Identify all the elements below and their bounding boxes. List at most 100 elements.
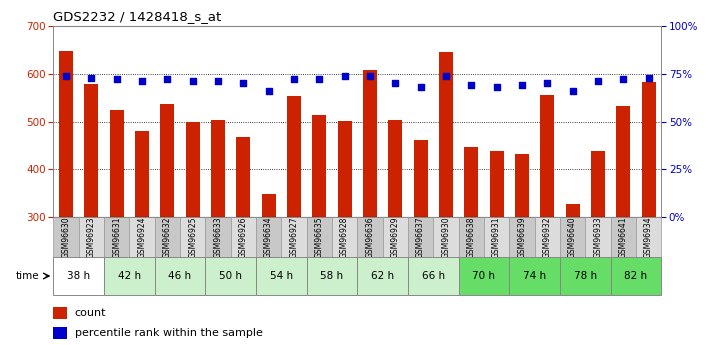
- Bar: [566, 204, 579, 217]
- Text: GSM96633: GSM96633: [213, 216, 223, 258]
- Bar: [459, 217, 484, 257]
- Bar: [85, 84, 98, 217]
- Text: GSM96637: GSM96637: [416, 216, 425, 258]
- Bar: [616, 106, 630, 217]
- Text: 58 h: 58 h: [321, 271, 343, 281]
- Bar: [535, 217, 560, 257]
- Bar: [205, 217, 230, 257]
- Point: [592, 79, 604, 84]
- Point: [364, 73, 375, 78]
- Text: 82 h: 82 h: [624, 271, 648, 281]
- Text: GSM96930: GSM96930: [442, 216, 451, 258]
- Text: GSM96932: GSM96932: [542, 216, 552, 258]
- Bar: [161, 105, 174, 217]
- Bar: [135, 131, 149, 217]
- Text: GSM96924: GSM96924: [137, 216, 146, 258]
- Bar: [408, 257, 459, 295]
- Text: 46 h: 46 h: [169, 271, 191, 281]
- Bar: [109, 110, 124, 217]
- Bar: [186, 122, 200, 217]
- Point: [415, 85, 427, 90]
- Bar: [591, 151, 605, 217]
- Bar: [53, 307, 67, 319]
- Text: GSM96641: GSM96641: [619, 216, 628, 258]
- Point: [111, 77, 122, 82]
- Bar: [205, 257, 256, 295]
- Point: [339, 73, 351, 78]
- Bar: [236, 137, 250, 217]
- Point: [60, 73, 72, 78]
- Point: [213, 79, 224, 84]
- Text: 50 h: 50 h: [219, 271, 242, 281]
- Bar: [230, 217, 256, 257]
- Point: [516, 82, 528, 88]
- Text: 62 h: 62 h: [371, 271, 394, 281]
- Bar: [515, 154, 529, 217]
- Point: [618, 77, 629, 82]
- Bar: [383, 217, 408, 257]
- Text: count: count: [75, 308, 106, 318]
- Bar: [611, 257, 661, 295]
- Bar: [256, 257, 306, 295]
- Point: [161, 77, 173, 82]
- Text: 42 h: 42 h: [118, 271, 141, 281]
- Text: 70 h: 70 h: [472, 271, 496, 281]
- Text: GSM96931: GSM96931: [492, 216, 501, 258]
- Bar: [59, 51, 73, 217]
- Point: [288, 77, 299, 82]
- Text: GSM96925: GSM96925: [188, 216, 197, 258]
- Bar: [439, 52, 453, 217]
- Point: [643, 75, 654, 80]
- Bar: [282, 217, 306, 257]
- Bar: [256, 217, 282, 257]
- Bar: [312, 115, 326, 217]
- Text: 74 h: 74 h: [523, 271, 546, 281]
- Point: [85, 75, 97, 80]
- Bar: [484, 217, 509, 257]
- Point: [314, 77, 325, 82]
- Text: GSM96639: GSM96639: [518, 216, 526, 258]
- Bar: [388, 120, 402, 217]
- Bar: [129, 217, 154, 257]
- Text: GSM96927: GSM96927: [289, 216, 299, 258]
- Bar: [154, 217, 180, 257]
- Text: GSM96926: GSM96926: [239, 216, 248, 258]
- Point: [390, 80, 401, 86]
- Bar: [104, 257, 154, 295]
- Text: GSM96632: GSM96632: [163, 216, 172, 258]
- Bar: [357, 257, 408, 295]
- Text: GSM96636: GSM96636: [365, 216, 375, 258]
- Text: GSM96929: GSM96929: [391, 216, 400, 258]
- Bar: [433, 217, 459, 257]
- Text: GSM96928: GSM96928: [340, 217, 349, 258]
- Bar: [464, 147, 479, 217]
- Text: 38 h: 38 h: [67, 271, 90, 281]
- Bar: [408, 217, 433, 257]
- Bar: [560, 257, 611, 295]
- Bar: [154, 257, 205, 295]
- Bar: [414, 140, 427, 217]
- Bar: [490, 151, 503, 217]
- Text: GSM96630: GSM96630: [61, 216, 70, 258]
- Bar: [357, 217, 383, 257]
- Text: 78 h: 78 h: [574, 271, 597, 281]
- Bar: [338, 121, 351, 217]
- Point: [466, 82, 477, 88]
- Bar: [262, 194, 276, 217]
- Text: GSM96923: GSM96923: [87, 216, 96, 258]
- Bar: [306, 257, 357, 295]
- Text: GSM96934: GSM96934: [644, 216, 653, 258]
- Text: GDS2232 / 1428418_s_at: GDS2232 / 1428418_s_at: [53, 10, 222, 23]
- Text: percentile rank within the sample: percentile rank within the sample: [75, 328, 262, 338]
- Point: [567, 88, 578, 94]
- Bar: [509, 217, 535, 257]
- Text: GSM96631: GSM96631: [112, 216, 121, 258]
- Text: time: time: [16, 271, 40, 281]
- Bar: [611, 217, 636, 257]
- Bar: [459, 257, 509, 295]
- Text: GSM96640: GSM96640: [568, 216, 577, 258]
- Bar: [636, 217, 661, 257]
- Bar: [509, 257, 560, 295]
- Bar: [641, 82, 656, 217]
- Bar: [79, 217, 104, 257]
